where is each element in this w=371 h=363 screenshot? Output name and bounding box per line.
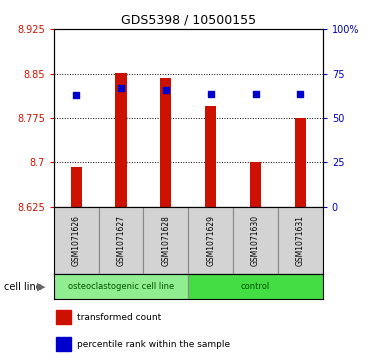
Point — [118, 85, 124, 91]
Bar — [56, 310, 71, 323]
Text: cell line: cell line — [4, 282, 42, 292]
Text: GSM1071629: GSM1071629 — [206, 215, 215, 266]
Text: GSM1071631: GSM1071631 — [296, 215, 305, 266]
Bar — [70, 167, 82, 207]
Text: GSM1071626: GSM1071626 — [72, 215, 81, 266]
Bar — [144, 207, 188, 274]
Text: transformed count: transformed count — [77, 313, 161, 322]
Title: GDS5398 / 10500155: GDS5398 / 10500155 — [121, 13, 256, 26]
Bar — [278, 207, 323, 274]
Bar — [188, 207, 233, 274]
Point — [208, 91, 214, 97]
Bar — [56, 337, 71, 351]
Bar — [160, 78, 171, 207]
Bar — [115, 73, 127, 207]
Text: ▶: ▶ — [37, 282, 46, 292]
Bar — [233, 207, 278, 274]
Point — [163, 87, 169, 93]
Text: percentile rank within the sample: percentile rank within the sample — [77, 340, 230, 349]
Text: osteoclastogenic cell line: osteoclastogenic cell line — [68, 282, 174, 291]
Bar — [205, 106, 216, 207]
Point — [253, 91, 259, 97]
Bar — [188, 274, 323, 299]
Text: GSM1071627: GSM1071627 — [116, 215, 125, 266]
Point — [298, 91, 303, 97]
Bar — [99, 207, 144, 274]
Text: GSM1071628: GSM1071628 — [161, 215, 170, 266]
Bar — [54, 274, 188, 299]
Text: GSM1071630: GSM1071630 — [251, 215, 260, 266]
Bar — [295, 118, 306, 207]
Bar — [54, 207, 99, 274]
Bar — [250, 163, 261, 207]
Text: control: control — [241, 282, 270, 291]
Point — [73, 93, 79, 98]
